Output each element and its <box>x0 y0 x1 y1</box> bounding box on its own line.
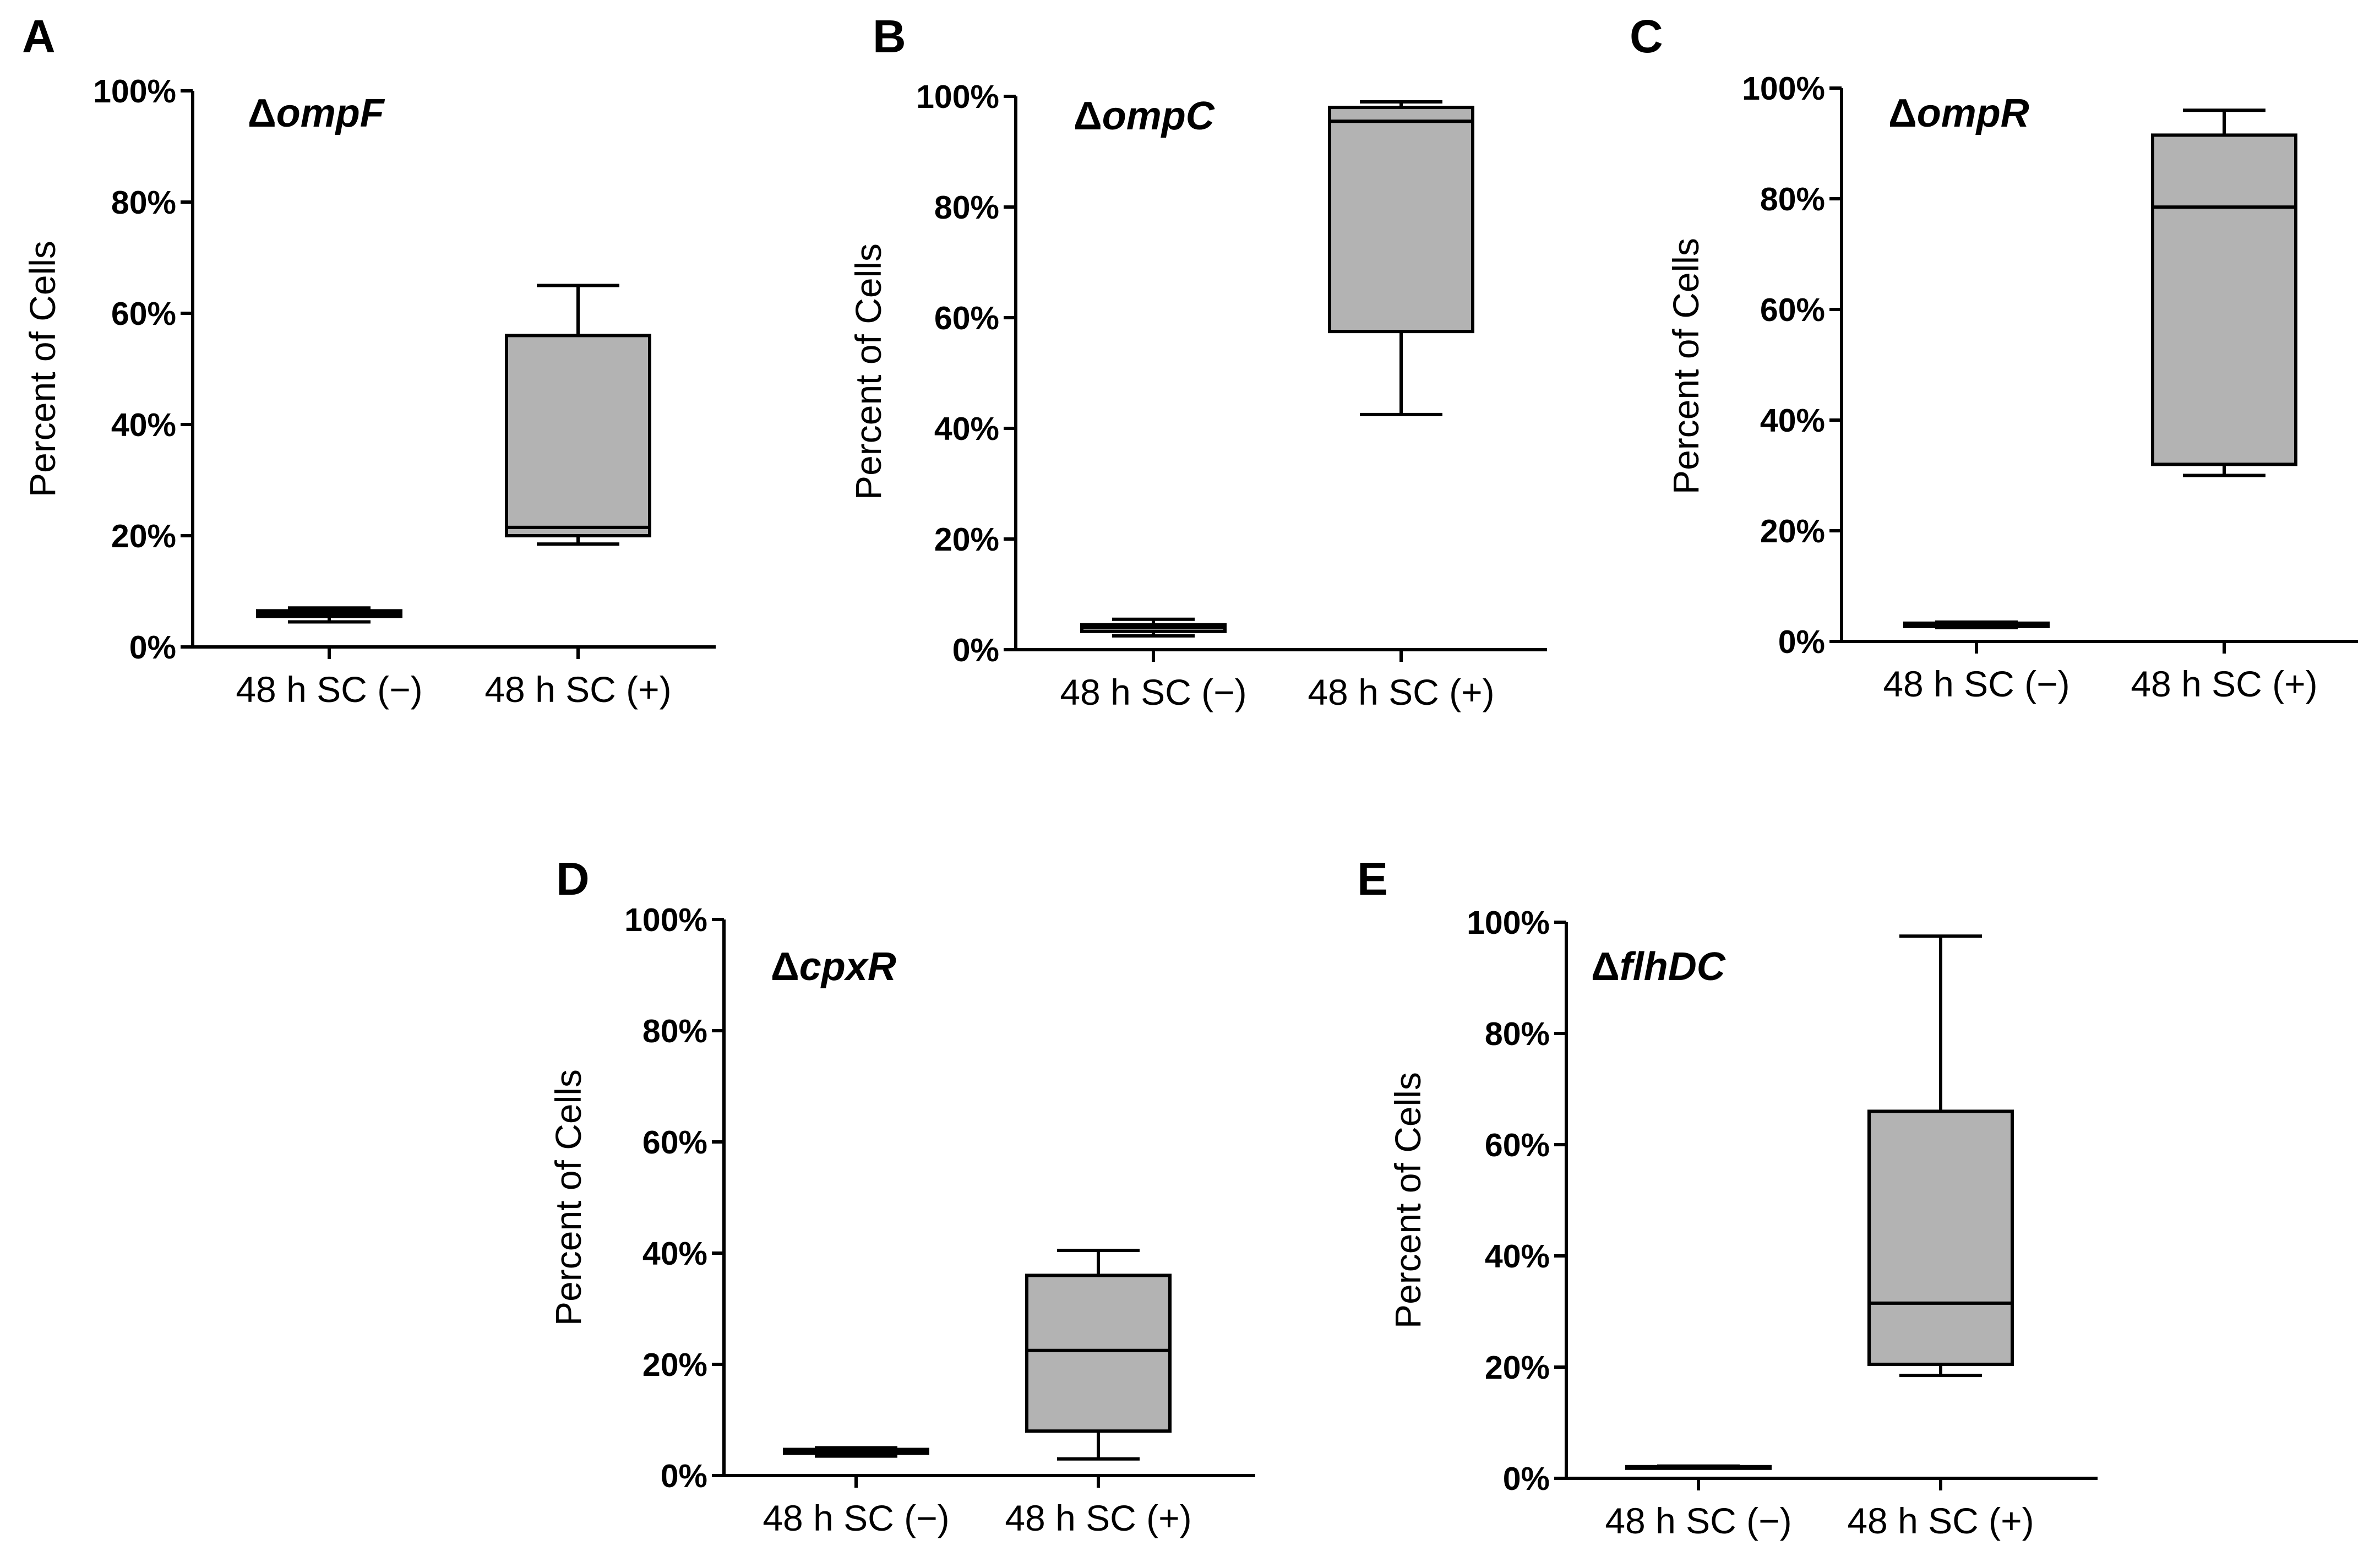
y-tick-label: 20% <box>1760 513 1825 549</box>
x-category-label: 48 h SC (−) <box>1605 1500 1791 1541</box>
box-group: 48 h SC (−) <box>1605 1464 1792 1541</box>
y-tick-label: 80% <box>642 1013 707 1049</box>
gene-name: flhDC <box>1620 945 1726 989</box>
box-group: 48 h SC (−) <box>1060 617 1247 712</box>
box-group: 48 h SC (−) <box>763 1446 950 1538</box>
gene-label: ΔompR <box>1888 91 2029 135</box>
y-tick-label: 80% <box>934 189 999 226</box>
y-tick-label: 100% <box>1467 905 1550 941</box>
x-category-label: 48 h SC (+) <box>1847 1500 2034 1541</box>
panel-letter: B <box>873 10 906 62</box>
x-category-label: 48 h SC (−) <box>236 669 422 710</box>
box-group: 48 h SC (−) <box>236 606 423 710</box>
y-tick-label: 40% <box>934 411 999 447</box>
delta-symbol: Δ <box>771 945 799 989</box>
gene-label: ΔcpxR <box>771 945 896 989</box>
y-axis-title: Percent of Cells <box>1387 1072 1428 1329</box>
box-group: 48 h SC (+) <box>1005 1248 1192 1538</box>
iqr-box <box>1867 1109 2014 1366</box>
gene-name: ompF <box>276 91 385 135</box>
y-tick-label: 40% <box>111 407 176 443</box>
y-tick-label: 20% <box>1485 1349 1550 1386</box>
y-tick-label: 40% <box>642 1236 707 1272</box>
panel-e: E ΔflhDC Percent of Cells 0% 20% 40% 60% 80% 100… <box>1357 853 2098 1541</box>
delta-symbol: Δ <box>248 91 276 135</box>
box-group: 48 h SC (+) <box>2131 108 2318 704</box>
y-tick-label: 60% <box>1760 292 1825 328</box>
y-tick-label: 80% <box>1760 181 1825 217</box>
x-category-label: 48 h SC (+) <box>1308 672 1494 712</box>
iqr-box <box>2151 133 2297 466</box>
panel-a: A ΔompF Percent of Cells 0% 20% 40% 60% 80% 100%… <box>22 10 716 710</box>
panel-c: C ΔompR Percent of Cells 0% 20% 40% 60% 80% 100%… <box>1630 10 2358 704</box>
box-group: 48 h SC (+) <box>484 284 672 710</box>
panel-letter: E <box>1357 853 1388 905</box>
y-tick-label: 60% <box>642 1124 707 1161</box>
y-tick-label: 0% <box>1503 1461 1550 1497</box>
y-tick-label: 100% <box>93 73 176 110</box>
panel-letter: A <box>22 10 56 62</box>
y-tick-label: 20% <box>934 521 999 558</box>
y-tick-label: 100% <box>916 79 999 115</box>
iqr-box <box>1025 1274 1172 1433</box>
y-axis-title: Percent of Cells <box>1665 238 1706 494</box>
y-axis-title: Percent of Cells <box>22 241 63 497</box>
x-category-label: 48 h SC (−) <box>1883 663 2069 704</box>
y-tick-label: 0% <box>129 629 176 666</box>
gene-name: cpxR <box>799 945 896 989</box>
y-tick-label: 40% <box>1485 1238 1550 1275</box>
box-group: 48 h SC (−) <box>1883 620 2070 704</box>
panel-letter: D <box>556 853 590 905</box>
x-category-label: 48 h SC (−) <box>1060 672 1246 712</box>
delta-symbol: Δ <box>1074 94 1102 138</box>
y-tick-label: 100% <box>1742 70 1825 107</box>
y-tick-label: 0% <box>952 632 999 668</box>
y-axis-title: Percent of Cells <box>548 1069 589 1326</box>
panel-letter: C <box>1630 10 1663 62</box>
y-axis-title: Percent of Cells <box>848 243 889 500</box>
gene-label: ΔompC <box>1074 94 1215 138</box>
y-tick-label: 60% <box>934 300 999 336</box>
y-tick-label: 40% <box>1760 402 1825 439</box>
gene-name: ompR <box>1917 91 2029 135</box>
box-group: 48 h SC (+) <box>1308 100 1495 712</box>
y-tick-label: 0% <box>1778 624 1825 660</box>
gene-label: ΔflhDC <box>1591 945 1726 989</box>
gene-label: ΔompF <box>248 91 385 135</box>
iqr-box <box>505 334 651 538</box>
y-tick-label: 20% <box>111 518 176 554</box>
y-tick-label: 20% <box>642 1347 707 1383</box>
y-tick-label: 80% <box>1485 1016 1550 1052</box>
x-category-label: 48 h SC (−) <box>763 1498 949 1538</box>
y-tick-label: 100% <box>624 902 707 938</box>
box-group: 48 h SC (+) <box>1847 934 2034 1541</box>
panel-d: D ΔcpxR Percent of Cells 0% 20% 40% 60% 80% 100%… <box>548 853 1255 1538</box>
delta-symbol: Δ <box>1888 91 1917 135</box>
y-tick-label: 60% <box>1485 1127 1550 1163</box>
y-tick-label: 80% <box>111 184 176 221</box>
y-tick-label: 60% <box>111 296 176 332</box>
x-category-label: 48 h SC (+) <box>484 669 671 710</box>
delta-symbol: Δ <box>1591 945 1620 989</box>
iqr-box <box>1328 106 1474 334</box>
x-category-label: 48 h SC (+) <box>2131 663 2317 704</box>
y-tick-label: 0% <box>661 1458 707 1494</box>
x-category-label: 48 h SC (+) <box>1005 1498 1191 1538</box>
panel-b: B ΔompC Percent of Cells 0% 20% 40% 60% 80% 100%… <box>848 10 1547 712</box>
gene-name: ompC <box>1102 94 1215 138</box>
